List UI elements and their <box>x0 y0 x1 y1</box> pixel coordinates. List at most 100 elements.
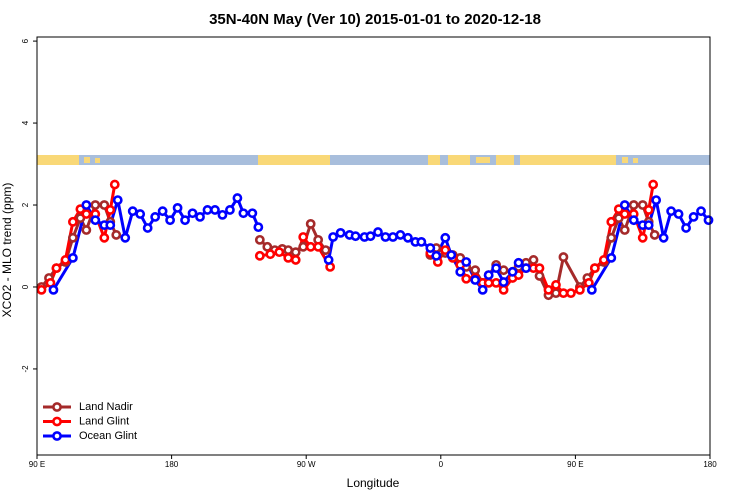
data-point <box>619 225 630 235</box>
data-point <box>440 245 451 255</box>
data-point <box>388 232 398 242</box>
data-point <box>373 227 383 237</box>
data-point <box>210 205 220 215</box>
data-point <box>528 255 539 265</box>
data-point <box>534 263 545 274</box>
data-point <box>99 232 110 243</box>
data-point <box>120 232 131 243</box>
data-point <box>283 245 294 255</box>
data-point <box>298 241 309 252</box>
data-point <box>628 215 639 226</box>
data-point <box>232 193 243 203</box>
y-tick-label: -2 <box>21 365 30 373</box>
data-point <box>461 273 472 284</box>
legend-label: Land Nadir <box>79 401 133 413</box>
data-point <box>320 245 331 255</box>
data-point <box>305 241 316 252</box>
data-point <box>254 234 265 245</box>
data-point <box>425 243 436 253</box>
data-point <box>165 215 176 226</box>
data-point <box>142 223 153 233</box>
data-point <box>135 209 146 219</box>
data-point <box>470 265 481 276</box>
data-point <box>365 231 376 242</box>
data-point <box>112 195 123 206</box>
x-axis-label: Longitude <box>347 476 400 490</box>
land-band <box>622 157 628 163</box>
data-point <box>461 257 472 267</box>
data-point <box>67 252 78 263</box>
data-point <box>598 255 609 265</box>
y-axis-label: XCO2 - MLO trend (ppm) <box>0 183 14 318</box>
data-point <box>202 205 213 215</box>
data-point <box>111 230 122 240</box>
data-point <box>99 200 110 210</box>
data-point <box>643 205 654 215</box>
land-band <box>258 155 330 165</box>
data-point <box>688 212 699 222</box>
data-point <box>628 200 639 210</box>
data-point <box>551 288 561 299</box>
legend-marker <box>52 431 62 441</box>
plot-area <box>36 179 714 301</box>
data-point <box>658 232 669 243</box>
data-point <box>328 232 339 242</box>
data-point <box>498 265 509 276</box>
data-point <box>395 230 406 240</box>
data-point <box>606 252 617 263</box>
data-point <box>619 200 630 210</box>
x-tick-label: 90 W <box>297 460 316 469</box>
data-point <box>649 230 660 240</box>
data-point <box>483 277 494 288</box>
data-point <box>446 250 457 260</box>
data-point <box>637 200 648 210</box>
land-band <box>633 158 638 163</box>
data-point <box>90 215 101 226</box>
data-point <box>81 200 92 210</box>
data-point <box>534 271 545 281</box>
data-point <box>431 250 442 261</box>
legend-marker <box>52 416 62 427</box>
x-tick-label: 90 E <box>29 460 45 469</box>
data-point <box>247 208 258 219</box>
data-point <box>477 284 488 295</box>
data-point <box>274 247 285 258</box>
data-point <box>172 202 183 213</box>
land-band <box>520 155 616 165</box>
land-band <box>37 155 79 165</box>
data-point <box>109 179 120 190</box>
data-point <box>81 225 92 235</box>
data-point <box>290 247 301 258</box>
data-point <box>648 179 659 190</box>
data-point <box>60 255 71 265</box>
data-point <box>150 212 161 222</box>
data-point <box>90 200 101 210</box>
legend-label: Ocean Glint <box>79 430 137 442</box>
data-point <box>225 205 235 215</box>
data-point <box>253 222 264 233</box>
data-point <box>513 257 524 268</box>
data-point <box>350 231 361 242</box>
data-point <box>589 263 600 274</box>
data-point <box>127 206 138 217</box>
y-tick-label: 4 <box>21 120 30 125</box>
data-point <box>566 288 576 299</box>
data-point <box>498 284 509 295</box>
data-point <box>180 215 190 226</box>
data-point <box>470 275 481 285</box>
land-band <box>496 155 514 165</box>
data-point <box>217 209 228 220</box>
data-point <box>105 205 116 215</box>
land-ocean-strip <box>37 155 710 165</box>
legend-marker <box>52 402 62 412</box>
y-tick-label: 0 <box>21 284 30 289</box>
legend-label: Land Glint <box>79 415 129 427</box>
land-band <box>448 155 470 165</box>
land-band <box>428 155 440 165</box>
data-point <box>483 270 494 280</box>
x-tick-label: 180 <box>703 460 717 469</box>
land-band <box>84 157 90 163</box>
data-point <box>416 237 427 247</box>
x-tick-label: 0 <box>439 460 444 469</box>
